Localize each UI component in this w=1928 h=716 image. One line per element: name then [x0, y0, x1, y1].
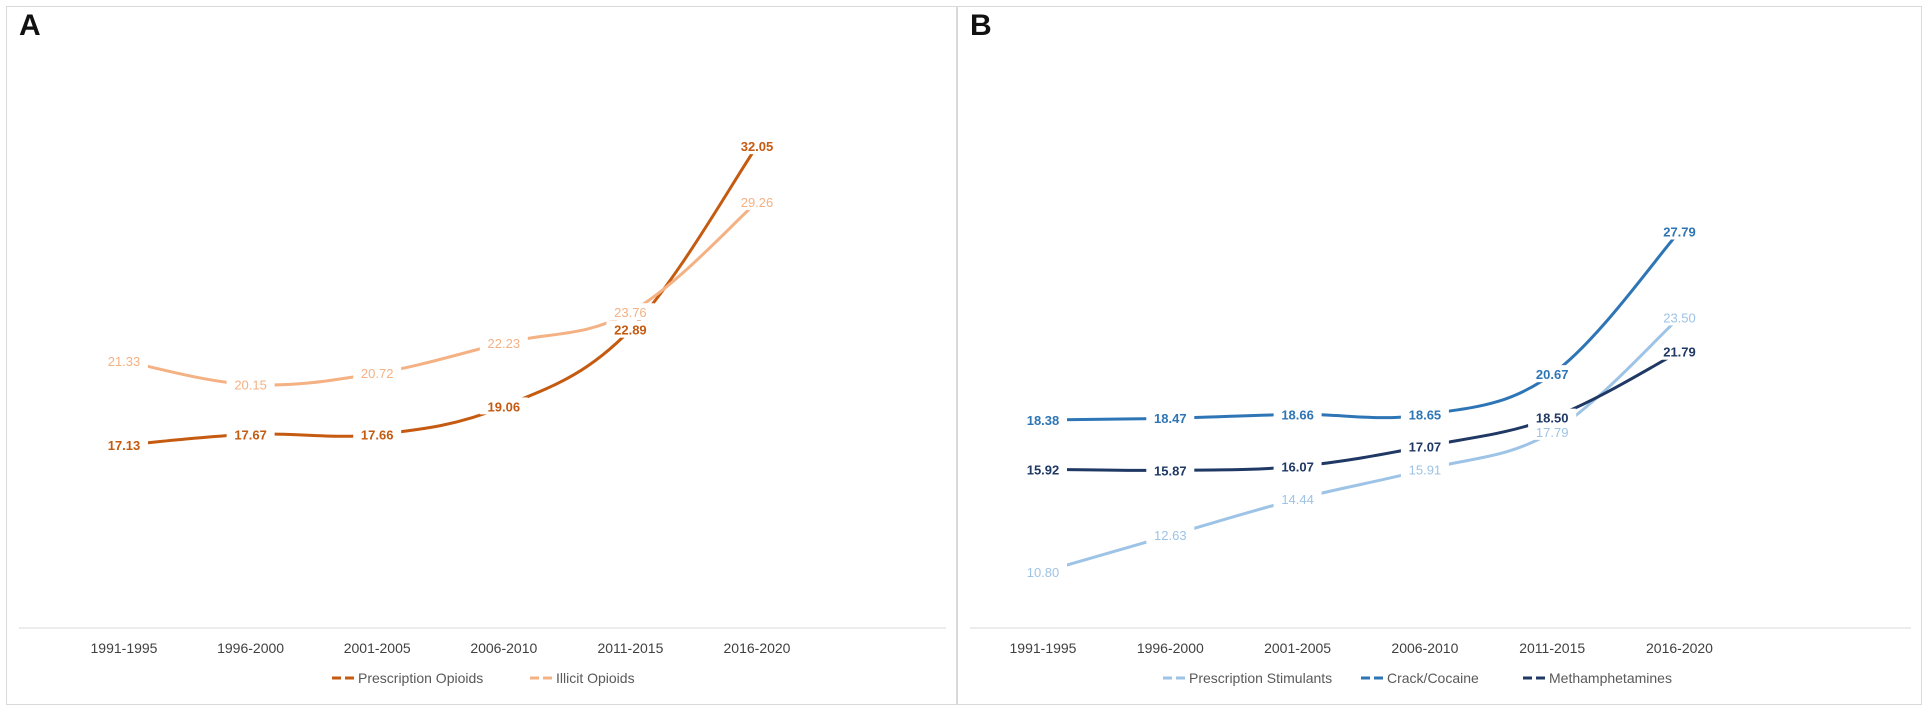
svg-text:15.91: 15.91 [1409, 463, 1442, 478]
svg-text:17.66: 17.66 [361, 427, 394, 442]
data-label: 18.65 [1400, 405, 1449, 423]
svg-text:22.89: 22.89 [614, 323, 647, 338]
svg-text:20.72: 20.72 [361, 366, 394, 381]
svg-text:20.15: 20.15 [234, 378, 267, 393]
data-label: 20.67 [1528, 365, 1577, 383]
line-chart-a: 1991-1995 1996-2000 2001-2005 2006-2010 2011… [19, 137, 946, 686]
svg-text:18.50: 18.50 [1536, 411, 1569, 426]
svg-text:18.38: 18.38 [1027, 413, 1060, 428]
svg-text:17.07: 17.07 [1409, 439, 1442, 454]
svg-text:15.87: 15.87 [1154, 463, 1187, 478]
data-label: 18.50 [1528, 408, 1577, 426]
data-label: 10.80 [1019, 562, 1067, 580]
data-label: 17.07 [1400, 437, 1449, 455]
data-label: 17.66 [353, 425, 402, 443]
data-label: 22.23 [479, 333, 528, 351]
svg-text:23.50: 23.50 [1663, 310, 1696, 325]
data-label: 22.89 [606, 320, 655, 338]
chart-panel-b: B 1991-1995 1996-2000 2001-2005 2006-2010 20… [957, 6, 1922, 705]
data-label: 16.07 [1273, 457, 1322, 475]
chart-panel-a: A 1991-1995 1996-2000 2001-2005 2006-2010 20… [6, 6, 957, 705]
series-line [1041, 229, 1681, 422]
legend-label: Illicit Opioids [556, 670, 635, 686]
svg-text:21.33: 21.33 [108, 354, 141, 369]
svg-text:27.79: 27.79 [1663, 224, 1696, 239]
series-line [1041, 350, 1681, 472]
x-tick-label: 1991-1995 [1010, 640, 1077, 656]
x-tick-label: 2011-2015 [1519, 640, 1585, 656]
svg-text:32.05: 32.05 [741, 139, 774, 154]
legend-item: Crack/Cocaine [1361, 670, 1479, 686]
data-label: 15.91 [1400, 460, 1449, 478]
panel-label-a: A [19, 9, 41, 42]
legend-label: Methamphetamines [1549, 670, 1672, 686]
legend-item: Illicit Opioids [530, 670, 635, 686]
x-tick-label: 1991-1995 [91, 640, 158, 656]
panel-label-b: B [970, 9, 992, 42]
svg-text:23.76: 23.76 [614, 305, 647, 320]
legend-label: Prescription Stimulants [1189, 670, 1332, 686]
data-label: 14.44 [1273, 489, 1322, 507]
svg-text:17.79: 17.79 [1536, 425, 1569, 440]
series-line [122, 144, 759, 447]
data-label: 18.66 [1273, 405, 1322, 423]
x-tick-label: 2016-2020 [1646, 640, 1713, 656]
data-label: 17.13 [100, 436, 148, 454]
svg-text:10.80: 10.80 [1027, 565, 1060, 580]
svg-text:16.07: 16.07 [1281, 459, 1314, 474]
svg-text:17.67: 17.67 [234, 427, 267, 442]
data-label: 20.72 [353, 364, 402, 382]
data-label: 15.87 [1146, 461, 1195, 479]
line-chart-b: 1991-1995 1996-2000 2001-2005 2006-2010 2011… [970, 222, 1911, 686]
legend-label: Prescription Opioids [358, 670, 483, 686]
data-label: 19.06 [479, 397, 528, 415]
data-label: 21.79 [1655, 342, 1704, 360]
svg-text:21.79: 21.79 [1663, 345, 1696, 360]
x-tick-label: 1996-2000 [217, 640, 284, 656]
svg-text:22.23: 22.23 [488, 336, 521, 351]
svg-text:17.13: 17.13 [108, 438, 141, 453]
data-label: 23.50 [1655, 308, 1704, 326]
x-tick-label: 2016-2020 [724, 640, 791, 656]
data-label: 32.05 [733, 137, 781, 155]
data-label: 29.26 [733, 193, 781, 211]
svg-text:14.44: 14.44 [1281, 492, 1314, 507]
data-label: 18.47 [1146, 409, 1195, 427]
data-label: 18.38 [1019, 411, 1067, 429]
svg-text:15.92: 15.92 [1027, 462, 1060, 477]
svg-text:18.65: 18.65 [1409, 408, 1442, 423]
legend-item: Prescription Opioids [332, 670, 483, 686]
svg-text:12.63: 12.63 [1154, 528, 1187, 543]
data-label: 12.63 [1146, 526, 1195, 544]
x-tick-label: 2006-2010 [470, 640, 537, 656]
x-tick-label: 2006-2010 [1391, 640, 1458, 656]
x-tick-label: 2011-2015 [597, 640, 663, 656]
data-label: 21.33 [100, 351, 148, 369]
svg-text:29.26: 29.26 [741, 195, 774, 210]
legend-item: Methamphetamines [1523, 670, 1672, 686]
data-label: 17.67 [226, 425, 275, 443]
legend-item: Prescription Stimulants [1163, 670, 1332, 686]
svg-text:19.06: 19.06 [488, 399, 521, 414]
x-tick-label: 2001-2005 [1264, 640, 1331, 656]
svg-text:18.47: 18.47 [1154, 411, 1187, 426]
series-line [1041, 315, 1681, 574]
data-label: 20.15 [226, 375, 275, 393]
data-label: 23.76 [606, 303, 655, 321]
legend-label: Crack/Cocaine [1387, 670, 1479, 686]
x-tick-label: 2001-2005 [344, 640, 411, 656]
svg-text:20.67: 20.67 [1536, 367, 1569, 382]
data-label: 15.92 [1019, 460, 1067, 478]
x-tick-label: 1996-2000 [1137, 640, 1204, 656]
data-label: 17.79 [1528, 422, 1577, 440]
data-label: 27.79 [1655, 222, 1704, 240]
svg-text:18.66: 18.66 [1281, 407, 1314, 422]
